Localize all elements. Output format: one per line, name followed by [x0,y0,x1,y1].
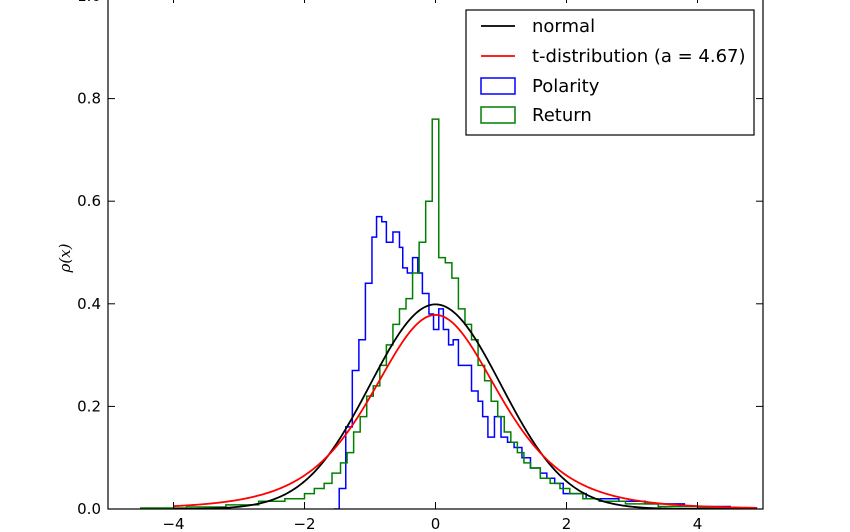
legend-label-t-distribution: t-distribution (a = 4.67) [532,46,746,67]
x-tick-label: −2 [293,515,315,532]
legend-label-normal: normal [532,16,595,37]
series-return [140,118,738,509]
y-tick-label: 0.8 [77,90,101,108]
x-tick-label: 4 [693,515,703,532]
y-tick-label: 0.6 [77,192,101,210]
y-tick-label: 0.4 [77,295,101,313]
series-normal [173,303,757,509]
series-t-distribution-a-4-67 [173,314,757,509]
legend-label-return: Return [532,105,592,126]
legend-swatch-return [480,106,516,124]
legend-label-polarity: Polarity [532,76,600,97]
x-tick-label: 2 [562,515,572,532]
legend-box [465,9,755,136]
x-tick-label: 0 [431,515,441,532]
x-tick-label: −4 [162,515,184,532]
plot-area [140,118,758,509]
legend: normal t-distribution (a = 4.67) Polarit… [465,9,755,136]
y-tick-label: 0.0 [77,500,101,518]
series-polarity [333,215,758,509]
y-tick-label: 0.2 [77,397,101,415]
y-tick-label: 1.0 [77,0,101,5]
y-axis-label: ρ(x) [56,243,74,273]
legend-swatch-polarity [480,77,516,95]
axes: −4 −2 0 2 4 0.0 0.2 0.4 0.6 0.8 1.0 ρ(x) [56,0,764,532]
